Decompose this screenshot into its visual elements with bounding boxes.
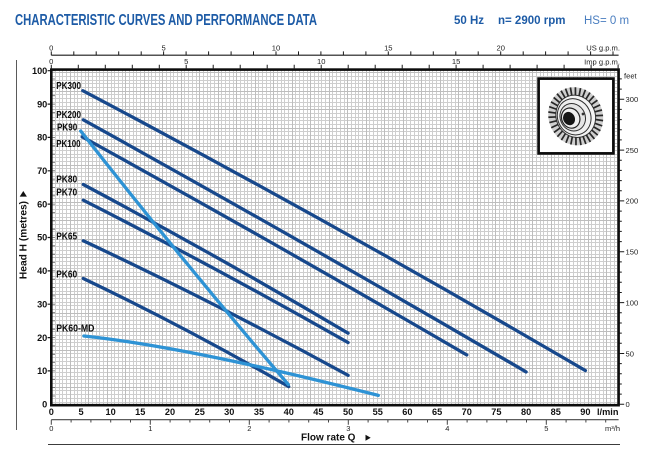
svg-text:40: 40 — [284, 407, 294, 417]
svg-text:HS= 0 m: HS= 0 m — [584, 15, 629, 27]
svg-text:250: 250 — [626, 146, 639, 155]
svg-text:PK60: PK60 — [56, 270, 77, 281]
svg-text:l/min: l/min — [597, 407, 619, 417]
svg-text:10: 10 — [272, 43, 280, 52]
svg-text:20: 20 — [496, 43, 504, 52]
svg-text:30: 30 — [37, 299, 47, 309]
svg-text:PK300: PK300 — [56, 81, 81, 92]
svg-text:n= 2900 rpm: n= 2900 rpm — [498, 15, 565, 27]
svg-text:50: 50 — [343, 407, 353, 417]
svg-text:50 Hz: 50 Hz — [454, 15, 484, 27]
svg-text:50: 50 — [626, 349, 634, 358]
svg-text:0: 0 — [49, 424, 53, 433]
svg-text:10: 10 — [37, 366, 47, 376]
svg-text:90: 90 — [37, 99, 47, 109]
svg-text:80: 80 — [521, 407, 531, 417]
svg-text:60: 60 — [402, 407, 412, 417]
svg-text:15: 15 — [452, 57, 460, 66]
svg-text:1: 1 — [148, 424, 152, 433]
svg-text:PK60-MD: PK60-MD — [56, 323, 94, 334]
svg-text:75: 75 — [491, 407, 501, 417]
svg-text:100: 100 — [32, 66, 47, 76]
svg-text:PK200: PK200 — [56, 110, 81, 121]
svg-text:25: 25 — [195, 407, 205, 417]
svg-text:15: 15 — [384, 43, 392, 52]
svg-text:PK80: PK80 — [56, 175, 77, 186]
svg-text:0: 0 — [42, 400, 47, 410]
svg-text:PK100: PK100 — [56, 139, 81, 150]
svg-text:40: 40 — [37, 266, 47, 276]
svg-text:15: 15 — [135, 407, 145, 417]
svg-text:0: 0 — [626, 400, 630, 409]
svg-text:10: 10 — [317, 57, 325, 66]
svg-text:20: 20 — [165, 407, 175, 417]
svg-text:85: 85 — [551, 407, 561, 417]
svg-text:5: 5 — [161, 43, 165, 52]
svg-text:PK65: PK65 — [56, 231, 77, 242]
svg-text:PK70: PK70 — [56, 188, 77, 199]
svg-text:70: 70 — [37, 166, 47, 176]
svg-text:150: 150 — [626, 248, 639, 257]
svg-text:Head H (metres): Head H (metres) — [19, 201, 30, 279]
svg-text:30: 30 — [224, 407, 234, 417]
svg-text:80: 80 — [37, 133, 47, 143]
svg-text:0: 0 — [49, 43, 53, 52]
svg-text:0: 0 — [49, 407, 54, 417]
svg-text:2: 2 — [247, 424, 251, 433]
svg-text:70: 70 — [462, 407, 472, 417]
svg-text:US g.p.m.: US g.p.m. — [586, 43, 620, 52]
svg-text:45: 45 — [313, 407, 323, 417]
svg-text:PK90: PK90 — [57, 122, 77, 133]
svg-text:4: 4 — [445, 424, 449, 433]
svg-text:200: 200 — [626, 197, 639, 206]
svg-text:50: 50 — [37, 233, 47, 243]
svg-text:Imp g.p.m.: Imp g.p.m. — [584, 58, 620, 67]
svg-text:35: 35 — [254, 407, 264, 417]
svg-text:5: 5 — [544, 424, 548, 433]
svg-text:m³/h: m³/h — [605, 424, 620, 433]
svg-text:CHARACTERISTIC CURVES AND PERF: CHARACTERISTIC CURVES AND PERFORMANCE DA… — [15, 12, 317, 29]
svg-text:90: 90 — [580, 407, 590, 417]
svg-text:20: 20 — [37, 333, 47, 343]
svg-text:3: 3 — [346, 424, 350, 433]
svg-text:100: 100 — [626, 298, 639, 307]
svg-text:60: 60 — [37, 199, 47, 209]
svg-text:300: 300 — [626, 95, 639, 104]
svg-text:5: 5 — [78, 407, 83, 417]
svg-text:feet: feet — [624, 72, 638, 81]
svg-text:0: 0 — [49, 57, 53, 66]
svg-text:65: 65 — [432, 407, 442, 417]
svg-text:5: 5 — [184, 57, 188, 66]
svg-text:55: 55 — [373, 407, 383, 417]
svg-text:10: 10 — [105, 407, 115, 417]
svg-text:Flow rate Q: Flow rate Q — [301, 433, 356, 444]
